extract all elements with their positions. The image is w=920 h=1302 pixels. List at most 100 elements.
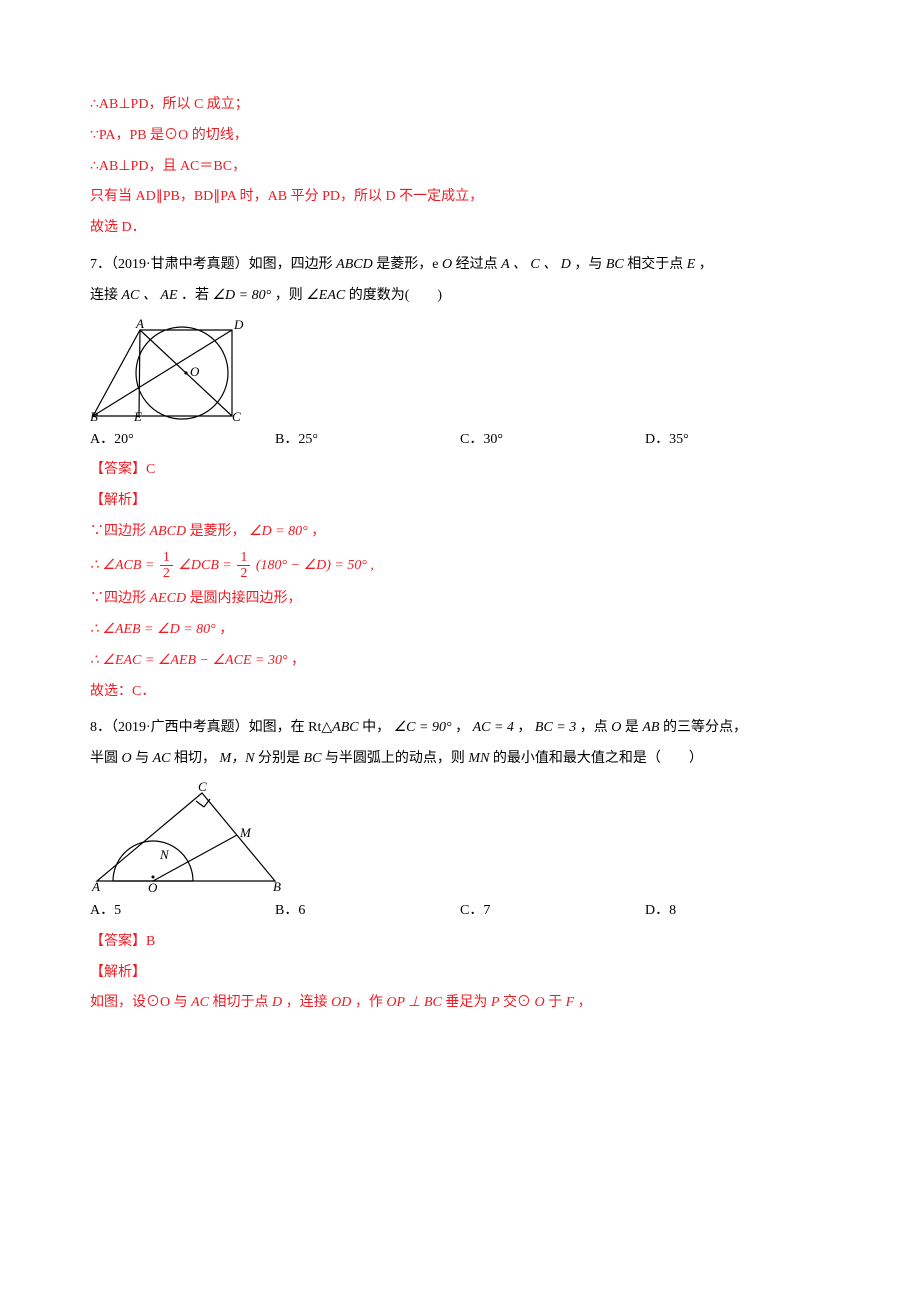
q7s-l1e: ， bbox=[311, 524, 325, 539]
q8s-l1k: 交⊙ bbox=[503, 995, 531, 1010]
q7s-l3c: 是圆内接四边形， bbox=[190, 591, 302, 606]
q8s-l1c: 相切于点 bbox=[213, 995, 269, 1010]
q8s-l1f: OD bbox=[331, 995, 351, 1010]
q8-MN2: MN bbox=[468, 751, 489, 766]
q8-rt: Rt△ bbox=[308, 720, 332, 735]
q8-label-O: O bbox=[148, 880, 158, 894]
q7-sol-l2: ∴ ∠ACB = 1 2 ∠DCB = 1 2 (180° − ∠D) = 50… bbox=[90, 548, 830, 584]
q8s-l1o: ， bbox=[578, 995, 592, 1010]
q8s-l1i: 垂足为 bbox=[445, 995, 487, 1010]
q8-t4: 是 bbox=[625, 720, 639, 735]
q8-t2: 中， bbox=[362, 720, 390, 735]
q8-diagram: A B C M N O bbox=[90, 781, 285, 894]
q8-label-A: A bbox=[91, 879, 100, 894]
q7-t3: 经过点 bbox=[456, 257, 498, 272]
q8-t3: ，点 bbox=[580, 720, 608, 735]
q7s-frac2: 1 2 bbox=[237, 550, 250, 582]
q8s-l1d: D bbox=[272, 995, 282, 1010]
q7-opt-d: D．35° bbox=[645, 425, 830, 456]
q8-opt-a: A．5 bbox=[90, 896, 275, 927]
q7-O: O bbox=[442, 257, 452, 272]
q7-sol-l1: ∵四边形 ABCD 是菱形， ∠D = 80° ， bbox=[90, 517, 830, 548]
q8s-l1g: ，作 bbox=[355, 995, 383, 1010]
q7-label-O: O bbox=[190, 364, 200, 379]
q7-l2-2: AC 、 AE bbox=[122, 288, 178, 303]
prev-l4: 只有当 AD∥PB，BD∥PA 时，AB 平分 PD，所以 D 不一定成立， bbox=[90, 182, 830, 213]
q7-E: E bbox=[687, 257, 696, 272]
q8-l2-7: BC bbox=[304, 751, 322, 766]
q8-l2-5: 相切， bbox=[174, 751, 216, 766]
q8-AB: AB bbox=[642, 720, 659, 735]
q7s-l4a: ∴ ∠AEB = ∠D = 80° bbox=[90, 622, 216, 637]
q7-angD: ∠D = 80° bbox=[213, 288, 272, 303]
q7-label-E: E bbox=[133, 409, 142, 423]
q8-t5: 的三等分点， bbox=[663, 720, 747, 735]
q7s-l1d: ∠D = 80° bbox=[249, 524, 308, 539]
q8-opt-c: C．7 bbox=[460, 896, 645, 927]
q8-l2-4: AC bbox=[153, 751, 171, 766]
q7-l2-4: ，则 bbox=[275, 288, 303, 303]
q8-label-B: B bbox=[273, 879, 281, 894]
prev-l1: ∴AB⊥PD，所以 C 成立； bbox=[90, 90, 830, 121]
q7-t1: 7．（2019·甘肃中考真题）如图，四边形 bbox=[90, 257, 333, 272]
q7s-frac1-den: 2 bbox=[160, 566, 173, 581]
q7-comma: ， bbox=[699, 257, 713, 272]
q7-stem-line1: 7．（2019·甘肃中考真题）如图，四边形 ABCD 是菱形，e O 经过点 A… bbox=[90, 250, 830, 281]
q7-label-A: A bbox=[135, 318, 144, 331]
q7s-l2a: ∴ ∠ACB = bbox=[90, 558, 154, 573]
q8-l2-9: 的最小值和最大值之和是（ ） bbox=[493, 751, 703, 766]
q8s-l1h: OP ⊥ BC bbox=[386, 995, 442, 1010]
q7s-l1b: ABCD bbox=[150, 524, 187, 539]
q7-sol-l6: 故选：C． bbox=[90, 677, 830, 708]
q7-opt-c: C．30° bbox=[460, 425, 645, 456]
q7-sol-l3: ∵四边形 AECD 是圆内接四边形， bbox=[90, 584, 830, 615]
q8-opt-d: D．8 bbox=[645, 896, 830, 927]
q7-l2-5: 的度数为( ) bbox=[349, 288, 442, 303]
q7-t5: 相交于点 bbox=[627, 257, 683, 272]
q7-label-D: D bbox=[233, 318, 244, 332]
q8-t1: 8．（2019·广西中考真题）如图，在 bbox=[90, 720, 305, 735]
q8-label-C: C bbox=[198, 781, 207, 794]
q7-opt-b: B．25° bbox=[275, 425, 460, 456]
q8-abc: ABC bbox=[332, 720, 358, 735]
prev-l5: 故选 D． bbox=[90, 213, 830, 244]
q7-stem-line2: 连接 AC 、 AE ．若 ∠D = 80° ，则 ∠EAC 的度数为( ) bbox=[90, 281, 830, 312]
q7s-l3a: ∵四边形 bbox=[90, 591, 146, 606]
q8-label-M: M bbox=[239, 825, 252, 840]
q7-diagram: A B C D E O bbox=[90, 318, 248, 423]
q7s-frac1-num: 1 bbox=[160, 550, 173, 566]
q8-O: O bbox=[611, 720, 621, 735]
q7s-l5a: ∴ ∠EAC = ∠AEB − ∠ACE = 30° bbox=[90, 653, 288, 668]
q8-l2-6: 分别是 bbox=[258, 751, 300, 766]
q7-pts: A 、 C 、 D bbox=[501, 257, 571, 272]
q8-bc3: BC = 3 bbox=[535, 720, 576, 735]
q7s-frac2-num: 1 bbox=[237, 550, 250, 566]
q8s-l1j: P bbox=[491, 995, 500, 1010]
q8-l2-2: O bbox=[122, 751, 132, 766]
q7-sol-l5: ∴ ∠EAC = ∠AEB − ∠ACE = 30° ， bbox=[90, 646, 830, 677]
q7s-l1c: 是菱形， bbox=[190, 524, 246, 539]
q8-MN1: M，N bbox=[220, 751, 255, 766]
q7s-l1a: ∵四边形 bbox=[90, 524, 146, 539]
q8-c2: ， bbox=[517, 720, 531, 735]
q8-opt-b: B．6 bbox=[275, 896, 460, 927]
q8-stem-line2: 半圆 O 与 AC 相切， M，N 分别是 BC 与半圆弧上的动点，则 MN 的… bbox=[90, 744, 830, 775]
q7s-frac1: 1 2 bbox=[160, 550, 173, 582]
q7s-l5b: ， bbox=[291, 653, 305, 668]
q8-l2-8: 与半圆弧上的动点，则 bbox=[325, 751, 465, 766]
q7-sol-l4: ∴ ∠AEB = ∠D = 80° ， bbox=[90, 615, 830, 646]
prev-l2: ∵PA，PB 是⊙O 的切线， bbox=[90, 121, 830, 152]
q7-options: A．20° B．25° C．30° D．35° bbox=[90, 425, 830, 456]
q8-c1: ， bbox=[455, 720, 469, 735]
q7-label-C: C bbox=[232, 409, 241, 423]
q8-sol-l1: 如图，设⊙O 与 AC 相切于点 D ，连接 OD ，作 OP ⊥ BC 垂足为… bbox=[90, 988, 830, 1019]
q8s-l1n: F bbox=[566, 995, 575, 1010]
q7-answer: 【答案】C bbox=[90, 455, 830, 486]
q8s-l1l: O bbox=[534, 995, 544, 1010]
q7-label-B: B bbox=[90, 409, 98, 423]
q7-t2: 是菱形，e bbox=[376, 257, 438, 272]
q8-l2-1: 半圆 bbox=[90, 751, 118, 766]
q8s-l1m: 于 bbox=[548, 995, 562, 1010]
q8-stem-line1: 8．（2019·广西中考真题）如图，在 Rt△ABC 中， ∠C = 90° ，… bbox=[90, 713, 830, 744]
q7-l2-3: ．若 bbox=[181, 288, 209, 303]
